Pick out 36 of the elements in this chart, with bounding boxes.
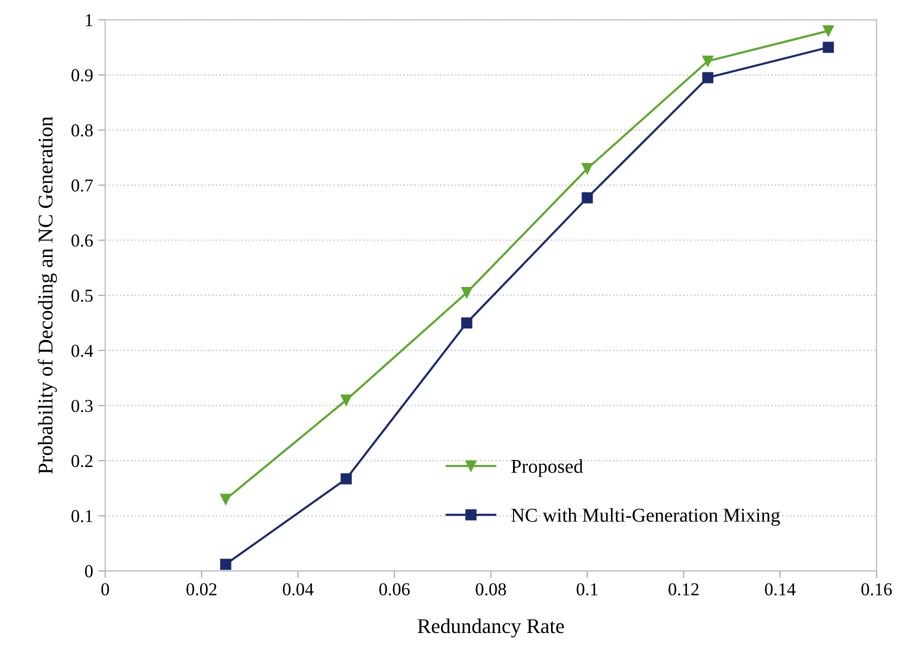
y-tick-label: 0.5	[71, 290, 93, 302]
x-tick-label: 0.02	[186, 583, 216, 596]
point	[822, 42, 834, 53]
x-tick-label: 0.16	[861, 583, 892, 596]
y-axis-title: Probability of Decoding an NC Generation	[38, 116, 57, 474]
y-tick-label: 0.9	[71, 69, 93, 82]
y-tick-label: 0.1	[71, 510, 92, 522]
x-tick-label: 0	[101, 583, 110, 596]
legend-label: NC with Multi-Generation Mixing	[511, 508, 780, 526]
y-tick-label: 0	[85, 565, 93, 578]
point	[340, 473, 352, 484]
legend-label: Proposed	[511, 459, 583, 477]
x-tick-label: 0.1	[576, 583, 598, 596]
y-tick-label: 0.8	[71, 124, 93, 137]
x-axis-title: Redundancy Rate	[418, 618, 564, 638]
x-tick-label: 0.14	[764, 583, 796, 596]
y-tick-label: 0.7	[71, 179, 93, 192]
point	[582, 163, 593, 174]
point	[702, 56, 714, 67]
y-tick-label: 0.3	[71, 400, 93, 412]
y-tick-label: 0.2	[71, 454, 92, 468]
point	[582, 192, 593, 204]
point	[220, 558, 232, 570]
x-tick-label: 0.06	[379, 583, 410, 596]
point	[702, 72, 714, 84]
point	[340, 394, 352, 406]
y-tick-label: 0.6	[71, 234, 93, 247]
x-tick-label: 0.08	[476, 583, 506, 596]
point	[220, 494, 232, 505]
point	[461, 317, 472, 328]
y-tick-label: 0.4	[71, 344, 94, 357]
y-tick-label: 1	[86, 14, 92, 26]
x-tick-label: 0.12	[668, 583, 698, 596]
x-tick-label: 0.04	[282, 583, 314, 596]
point	[461, 287, 472, 298]
point	[822, 25, 834, 36]
